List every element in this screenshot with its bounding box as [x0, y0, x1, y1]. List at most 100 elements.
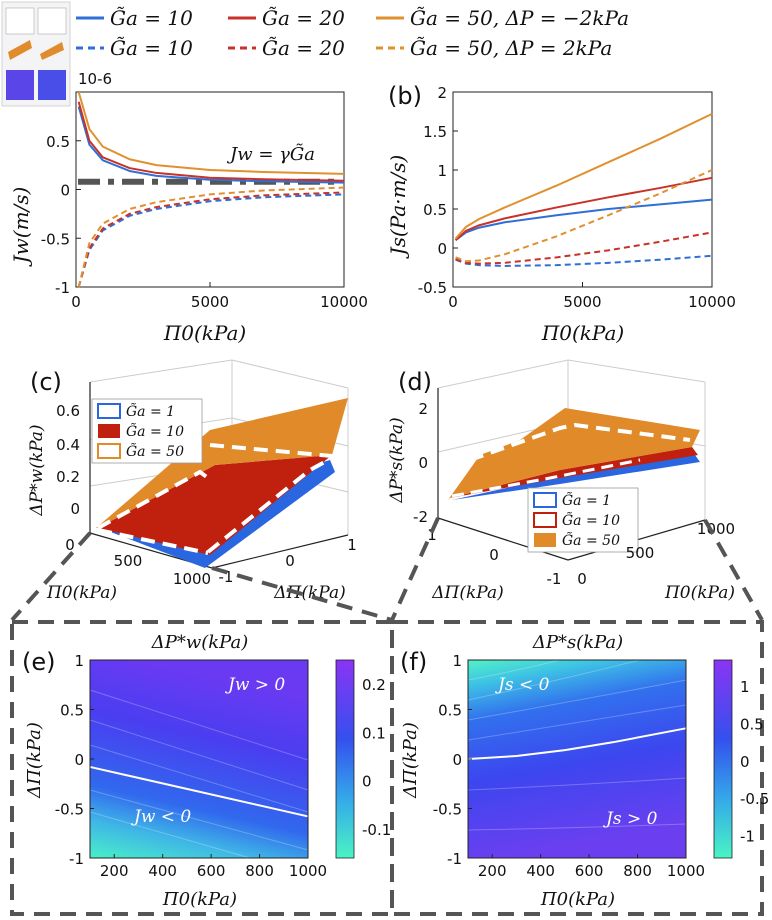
panel-b-axes: 0 5000 10000-0.500.511.52	[418, 84, 736, 311]
panel-f-field	[468, 660, 686, 858]
series-line-2	[454, 176, 713, 241]
x-tick-label: 1000	[667, 862, 705, 880]
panel-d-ztick-1: 2	[418, 400, 428, 418]
y-tick-label: 0	[437, 240, 447, 258]
panel-d-ytick-3: 1	[427, 526, 437, 544]
panel-a-exponent: 10-6	[78, 70, 112, 88]
zoom-guides	[10, 517, 764, 916]
legend-entry-3: G̃a = 50, ΔP = −2kPa	[376, 6, 629, 30]
panel-c-ztick-3: 0.2	[56, 468, 80, 486]
legend-entry-5: G̃a = 20	[228, 36, 345, 60]
x-tick-label: 200	[478, 862, 507, 880]
panel-f-title: ΔP*s(kPa)	[532, 632, 623, 653]
panel-a-annotation: Jw = γG̃a	[226, 143, 315, 165]
series-line-6	[77, 186, 345, 288]
x-tick-label: 0	[448, 293, 458, 311]
panel-c-ytick-3: 1	[347, 536, 357, 554]
x-tick-label: 10000	[688, 293, 736, 311]
series-line-1	[77, 106, 345, 184]
legend-entry-6: G̃a = 50, ΔP = 2kPa	[376, 36, 612, 60]
panel-c-xtick-2: 500	[114, 552, 143, 570]
series-line-2	[77, 101, 345, 182]
colorbar-tick-label: 1	[740, 678, 750, 696]
y-tick-label: 1	[452, 652, 462, 670]
panel-c-legend-1: G̃a = 1	[126, 402, 175, 420]
panel-b-ylabel: Js(Pa·m/s)	[386, 155, 410, 260]
x-tick-label: 1000	[289, 862, 327, 880]
panel-e-ticks: 200 400 600 800 1000 -1 -0.5 0 0.5 1	[55, 652, 327, 880]
legend-entry-2: G̃a = 20	[228, 6, 345, 30]
panel-e-colorbar-ticks: -0.1 0 0.1 0.2	[362, 676, 391, 839]
panel-b-xlabel: Π0(kPa)	[541, 321, 624, 345]
colorbar-tick-label: 0	[740, 753, 750, 771]
panel-a-axes: 0 5000 10000 -1 -0.5 0 0.5	[41, 91, 368, 311]
panel-c-ztick-4: 0	[70, 500, 80, 518]
y-tick-label: 0	[60, 182, 70, 200]
y-tick-label: 0	[452, 751, 462, 769]
panel-c-zlabel: ΔP*w(kPa)	[27, 424, 47, 516]
colorbar-tick-label: 0	[362, 773, 372, 791]
colorbar-tick-label: 0.5	[740, 716, 764, 734]
panel-d-ztick-3: -2	[413, 508, 428, 526]
y-tick-label: 0.5	[423, 201, 447, 219]
y-tick-label: -0.5	[55, 801, 84, 819]
panel-c: (c) G̃a = 1 G̃a	[27, 359, 357, 603]
legend-label-3: G̃a = 50, ΔP = −2kPa	[410, 6, 629, 30]
series-line-5	[455, 231, 713, 265]
panel-b-label: (b)	[388, 82, 422, 110]
legend-label-4: G̃a = 10	[110, 36, 193, 60]
panel-a-ylabel: Jw(m/s)	[9, 187, 33, 268]
legend: G̃a = 10 G̃a = 20 G̃a = 50, ΔP = −2kPa G…	[76, 6, 629, 60]
plot-frame	[452, 91, 713, 288]
panel-d-legend-3: G̃a = 50	[562, 531, 620, 549]
panel-d-ztick-2: 0	[418, 454, 428, 472]
panel-c-label: (c)	[30, 368, 62, 396]
x-tick-label: 600	[575, 862, 604, 880]
panel-e-region-top: Jw > 0	[225, 675, 285, 695]
panel-e-zero-contour	[89, 765, 309, 818]
surface-d-ga50	[448, 408, 700, 500]
x-tick-label: 800	[623, 862, 652, 880]
panel-c-ztick-2: 0.4	[56, 436, 80, 454]
series-line-3	[77, 91, 345, 175]
panel-e-colorbar	[335, 659, 355, 859]
panel-c-ylabel: ΔΠ(kPa)	[273, 583, 345, 603]
legend-label-2: G̃a = 20	[262, 6, 345, 30]
y-tick-label: -1	[447, 850, 462, 868]
x-tick-label: 10000	[320, 293, 368, 311]
panel-d-legend: G̃a = 1 G̃a = 10 G̃a = 50	[527, 487, 639, 553]
panel-f-zero-contour	[467, 727, 687, 760]
series-line-6	[455, 169, 713, 263]
y-tick-label: 0.5	[60, 702, 84, 720]
panel-f-ylabel: ΔΠ(kPa)	[400, 722, 421, 799]
y-tick-label: 0.5	[46, 133, 70, 151]
panel-f-region-bottom: Js > 0	[603, 809, 658, 829]
panel-c-legend-3: G̃a = 50	[126, 442, 184, 460]
panel-d-zlabel: ΔP*s(kPa)	[387, 417, 407, 503]
y-tick-label: -1	[69, 850, 84, 868]
x-tick-label: 400	[148, 862, 177, 880]
legend-entry-1: G̃a = 10	[76, 6, 193, 30]
y-tick-label: -1	[55, 279, 70, 297]
x-tick-label: 400	[526, 862, 555, 880]
panel-d-xtick-2: 500	[626, 544, 655, 562]
series-line-5	[77, 191, 345, 288]
colorbar-tick-label: -0.5	[740, 790, 769, 808]
x-tick-label: 5000	[191, 293, 229, 311]
panel-d-xtick-3: 1000	[697, 520, 735, 538]
panel-e-title: ΔP*w(kPa)	[151, 632, 249, 653]
surface-d-ga1	[452, 455, 700, 500]
panel-d-legend-2: G̃a = 10	[562, 511, 620, 529]
colorbar-tick-label: -0.1	[362, 821, 391, 839]
panel-f-colorbar-ticks: -1 -0.5 0 0.5 1	[740, 678, 769, 845]
series-line-4	[77, 193, 345, 288]
panel-e-xlabel: Π0(kPa)	[162, 889, 237, 910]
legend-label-5: G̃a = 20	[262, 36, 345, 60]
panel-f-label: (f)	[400, 648, 427, 676]
y-tick-label: 0.5	[438, 702, 462, 720]
legend-entry-4: G̃a = 10	[76, 36, 193, 60]
panel-d-ytick-1: -1	[547, 570, 562, 588]
surface-c-ga10	[98, 455, 332, 555]
colorbar-tick-label: 0.2	[362, 676, 386, 694]
